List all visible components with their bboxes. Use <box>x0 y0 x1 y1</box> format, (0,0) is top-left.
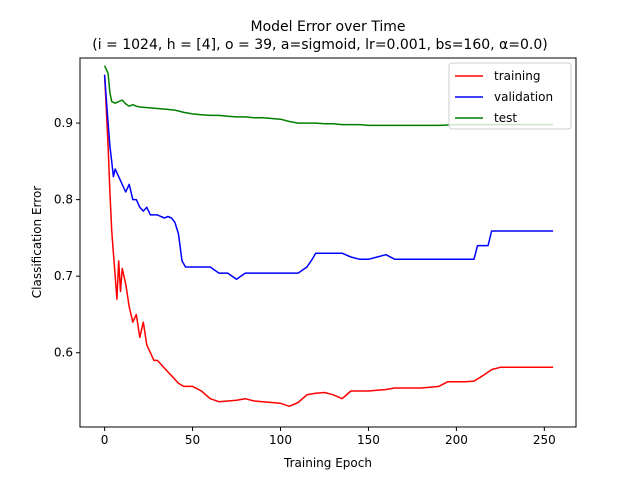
y-axis-label: Classification Error <box>30 186 44 299</box>
legend-label-training: training <box>494 69 541 83</box>
series-line-validation <box>103 74 554 280</box>
x-axis: 0 50 100 150 200 250 <box>101 427 556 447</box>
series-layer <box>103 65 554 408</box>
x-tick-label: 250 <box>533 433 556 447</box>
plot-frame <box>79 57 577 428</box>
y-tick-label: 0.7 <box>54 269 73 283</box>
y-tick-label: 0.9 <box>54 116 73 130</box>
x-tick-label: 150 <box>357 433 380 447</box>
x-tick-label: 0 <box>101 433 109 447</box>
x-tick-label: 100 <box>269 433 292 447</box>
x-axis-label: Training Epoch <box>283 456 372 470</box>
y-tick-label: 0.6 <box>54 346 73 360</box>
series-line-training <box>103 74 554 408</box>
legend-label-validation: validation <box>494 90 553 104</box>
y-tick-label: 0.8 <box>54 193 73 207</box>
chart-title: Model Error over Time <box>251 19 406 35</box>
y-axis: 0.6 0.7 0.8 0.9 <box>54 116 80 360</box>
x-tick-label: 50 <box>185 433 200 447</box>
series-line-test <box>103 65 554 127</box>
legend: training validation test <box>448 62 572 130</box>
legend-label-test: test <box>494 111 517 125</box>
x-tick-label: 200 <box>445 433 468 447</box>
legend-box <box>448 62 572 130</box>
chart-subtitle: (i = 1024, h = [4], o = 39, a=sigmoid, l… <box>92 37 548 53</box>
